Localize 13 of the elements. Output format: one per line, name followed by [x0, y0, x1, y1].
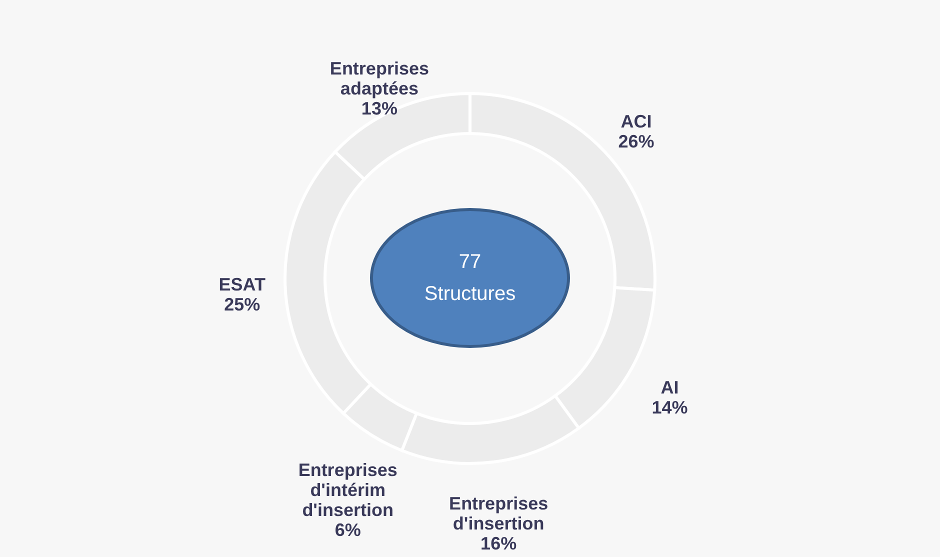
- data-label: 16%: [480, 534, 517, 554]
- data-label: 25%: [224, 294, 260, 315]
- text: 77 Structures: [424, 251, 516, 305]
- data-label: 26%: [618, 131, 654, 152]
- slice-label: ESAT: [218, 274, 266, 295]
- slice-label: ACI: [620, 111, 652, 132]
- data-label: 6%: [334, 520, 361, 540]
- data-label: 14%: [652, 397, 688, 418]
- slice-label: Entreprises d'insertion: [449, 494, 548, 534]
- slice-label: Entreprises adaptées: [330, 58, 429, 98]
- data-label: 13%: [361, 98, 398, 118]
- slice-label: Entreprises d'intérim d'insertion: [298, 460, 398, 520]
- slice-label: AI: [660, 377, 679, 398]
